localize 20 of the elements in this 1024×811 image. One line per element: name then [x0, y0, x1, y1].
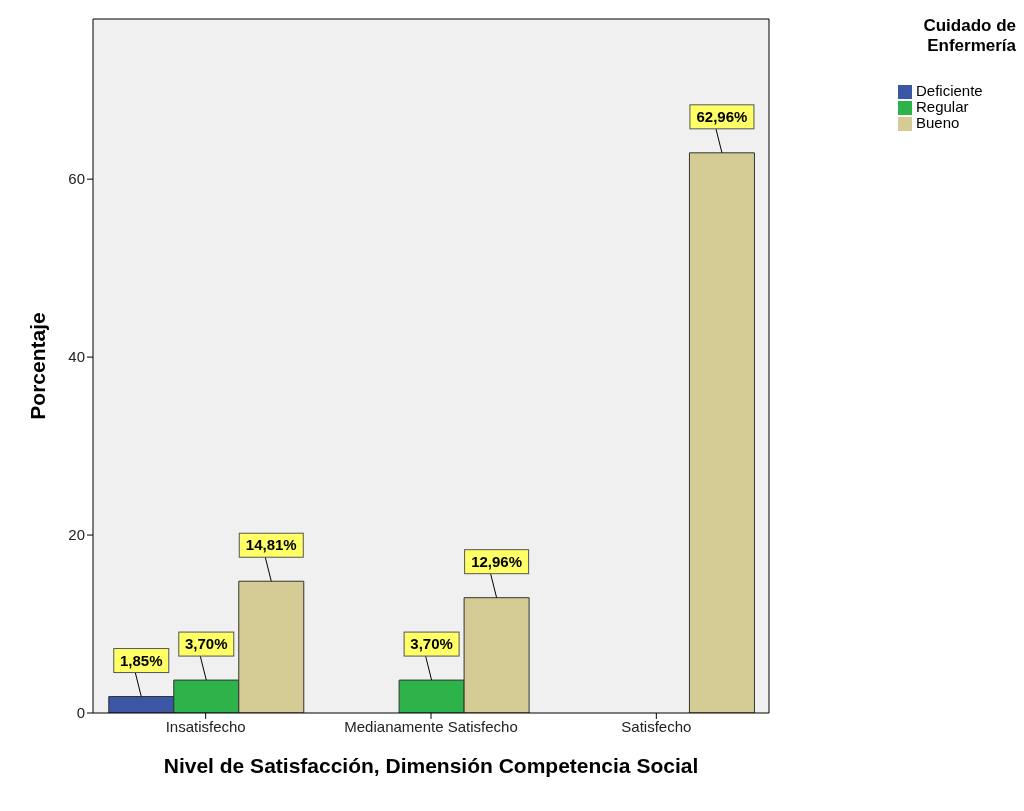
x-tick-label: Satisfecho: [621, 717, 692, 735]
y-tick-label: 0: [76, 704, 85, 722]
y-tick-label: 40: [68, 348, 85, 366]
data-label: 12,96%: [471, 552, 523, 570]
data-label: 3,70%: [185, 635, 228, 653]
x-axis-title: Nivel de Satisfacción, Dimensión Competencia Social: [163, 754, 699, 777]
legend-title: Cuidado de Enfermería: [922, 16, 1016, 56]
y-tick-label: 20: [68, 526, 85, 544]
legend-label: Bueno: [916, 114, 960, 132]
x-tick-label: Medianamente Satisfecho: [344, 717, 518, 735]
data-label: 14,81%: [245, 536, 297, 554]
legend-label: Deficiente: [916, 82, 983, 99]
bar: [688, 152, 755, 713]
x-tick-label: Insatisfecho: [165, 717, 246, 735]
y-axis-title: Porcentaje: [26, 312, 50, 420]
legend-label: Regular: [916, 98, 969, 116]
y-tick-label: 60: [68, 170, 85, 188]
data-label: 62,96%: [696, 107, 748, 125]
data-label: 1,85%: [120, 651, 163, 669]
data-label: 3,70%: [410, 635, 453, 653]
